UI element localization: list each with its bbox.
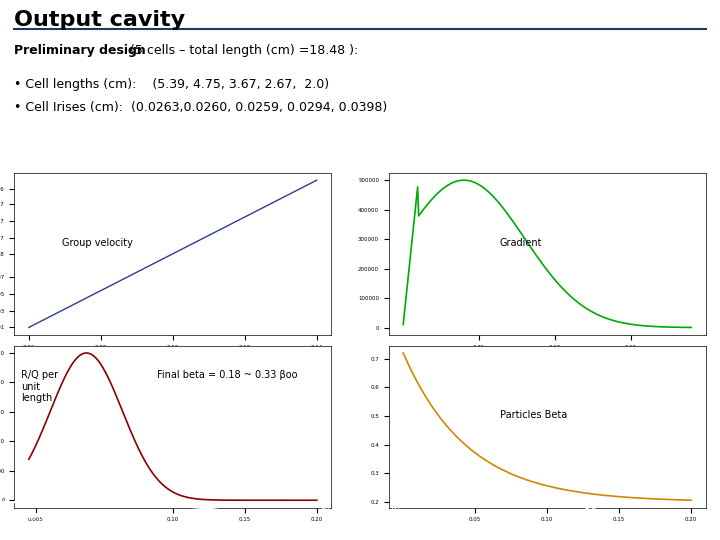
- Text: MANCHEstER: MANCHEstER: [631, 502, 693, 510]
- Text: Preliminary design: Preliminary design: [14, 44, 146, 57]
- Text: Final beta = 0.18 ~ 0.33 βᴏᴏ: Final beta = 0.18 ~ 0.33 βᴏᴏ: [157, 370, 297, 380]
- Text: Chiara Marrelli: Chiara Marrelli: [319, 508, 401, 518]
- Text: R/Q per
unit
length: R/Q per unit length: [21, 370, 58, 403]
- Text: Particles Beta: Particles Beta: [500, 410, 567, 421]
- Text: • Cell lengths (cm):    (5.39, 4.75, 3.67, 2.67,  2.0): • Cell lengths (cm): (5.39, 4.75, 3.67, …: [14, 78, 330, 91]
- Text: The University of Manchester: The University of Manchester: [622, 529, 703, 534]
- Text: • Cell Irises (cm):  (0.0263,0.0260, 0.0259, 0.0294, 0.0398): • Cell Irises (cm): (0.0263,0.0260, 0.02…: [14, 101, 387, 114]
- Text: Output cavity: Output cavity: [14, 10, 186, 30]
- Text: Group velocity: Group velocity: [62, 238, 132, 248]
- Text: (5 cells – total length (cm) =18.48 ):: (5 cells – total length (cm) =18.48 ):: [126, 44, 359, 57]
- Text: Gradient: Gradient: [500, 238, 542, 248]
- Text: 28: 28: [583, 508, 598, 518]
- Text: CERN: CERN: [25, 512, 47, 519]
- Text: 1824: 1824: [654, 517, 671, 523]
